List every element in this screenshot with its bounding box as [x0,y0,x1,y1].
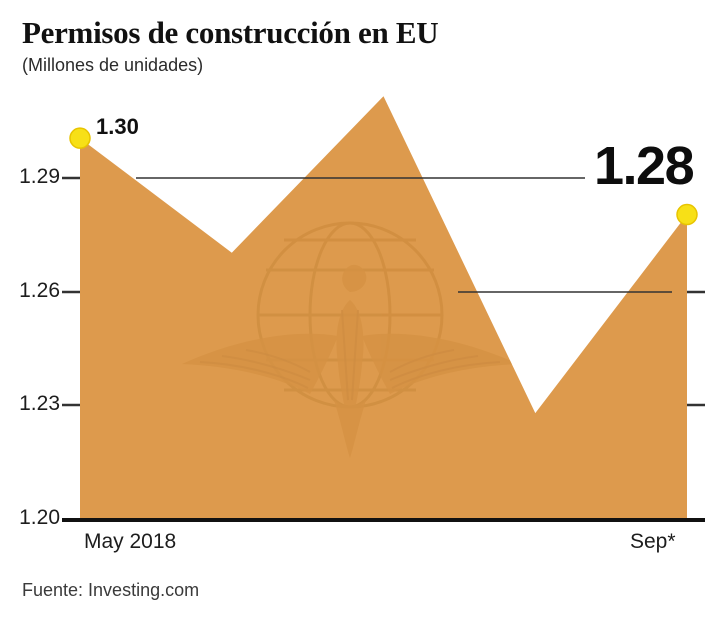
y-tick-label-1-29: 1.29 [19,165,60,188]
gridlines [136,177,672,293]
first-value-label: 1.30 [96,114,139,139]
page-title: Permisos de construcción en EU [22,15,439,50]
x-tick-label-first: May 2018 [84,530,177,553]
data-marker-first [69,127,91,149]
y-tick-label-1-20: 1.20 [19,506,60,529]
chart-plot-area: 1.29 1.26 1.23 1.20 May 2018 Sep* 1.30 1… [19,96,705,553]
y-tick-label-1-26: 1.26 [19,279,60,302]
chart-subtitle: (Millones de unidades) [22,55,204,76]
source-note: Fuente: Investing.com [22,580,200,600]
y-axis-ticks [62,176,80,407]
last-value-label: 1.28 [594,136,695,196]
area-series-path [80,96,687,520]
x-tick-label-last: Sep* [630,530,676,553]
right-axis-ticks [687,290,705,407]
chart-header: Permisos de construcción en EU (Millones… [22,15,702,76]
data-marker-last [676,203,698,226]
y-tick-label-1-23: 1.23 [19,392,60,415]
watermark-eagle-globe [182,221,518,458]
area-chart-svg [62,96,705,522]
